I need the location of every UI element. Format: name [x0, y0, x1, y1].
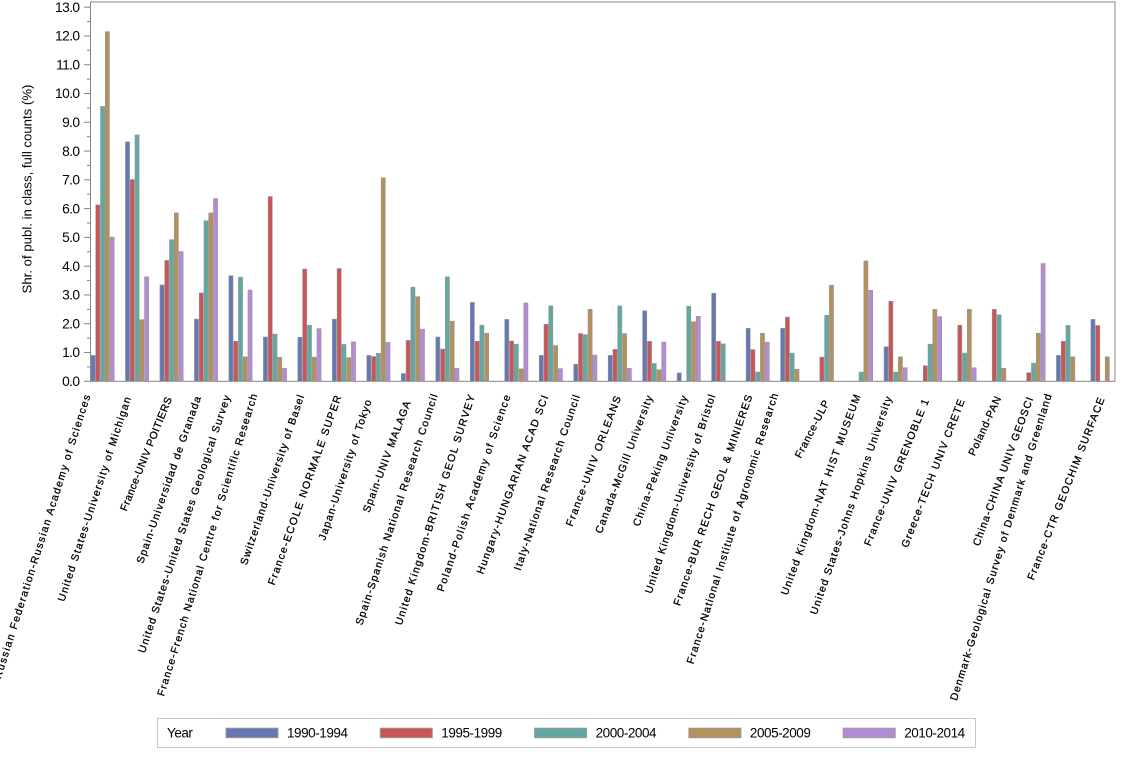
- svg-text:Year: Year: [167, 726, 193, 741]
- svg-text:3.0: 3.0: [62, 288, 80, 303]
- svg-text:Shr. of publ. in class, full c: Shr. of publ. in class, full counts (%): [20, 85, 35, 294]
- svg-text:6.0: 6.0: [62, 201, 80, 216]
- svg-text:7.0: 7.0: [62, 173, 80, 188]
- svg-text:11.0: 11.0: [56, 57, 80, 72]
- svg-text:2000-2004: 2000-2004: [596, 726, 657, 741]
- svg-text:2.0: 2.0: [62, 316, 80, 331]
- svg-text:0.0: 0.0: [62, 374, 80, 389]
- svg-text:1995-1999: 1995-1999: [441, 726, 502, 741]
- svg-text:5.0: 5.0: [62, 230, 80, 245]
- svg-text:4.0: 4.0: [62, 259, 80, 274]
- svg-text:8.0: 8.0: [62, 144, 80, 159]
- svg-text:1990-1994: 1990-1994: [287, 726, 348, 741]
- svg-text:2005-2009: 2005-2009: [750, 726, 811, 741]
- svg-text:12.0: 12.0: [55, 29, 80, 44]
- svg-text:10.0: 10.0: [55, 86, 80, 101]
- svg-text:2010-2014: 2010-2014: [904, 726, 965, 741]
- svg-text:13.0: 13.0: [55, 0, 80, 15]
- svg-text:9.0: 9.0: [62, 115, 80, 130]
- svg-text:1.0: 1.0: [62, 345, 80, 360]
